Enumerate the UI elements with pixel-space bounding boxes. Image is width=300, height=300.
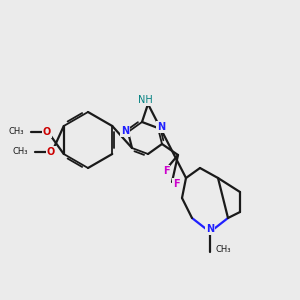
Text: N: N [157, 122, 165, 132]
Text: O: O [43, 127, 51, 137]
Text: NH: NH [138, 95, 152, 105]
Text: F: F [163, 166, 169, 176]
Text: F: F [173, 179, 179, 189]
Text: N: N [206, 224, 214, 234]
Text: N: N [121, 126, 129, 136]
Text: CH₃: CH₃ [8, 127, 24, 136]
Text: CH₃: CH₃ [13, 146, 28, 155]
Text: O: O [47, 147, 55, 157]
Text: CH₃: CH₃ [216, 245, 232, 254]
